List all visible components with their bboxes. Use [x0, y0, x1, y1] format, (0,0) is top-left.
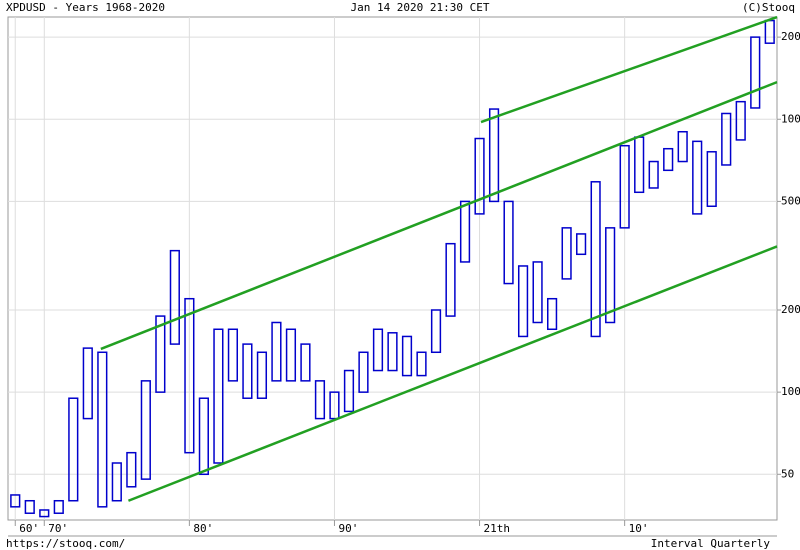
- price-range: [488, 108, 500, 203]
- price-range: [619, 144, 630, 229]
- price-range: [401, 335, 413, 377]
- plot-frame: [7, 16, 778, 521]
- price-range: [343, 369, 355, 413]
- price-range: [474, 137, 485, 215]
- price-range: [561, 227, 572, 280]
- source: (C)Stooq: [742, 1, 795, 14]
- y-tick-label: 100: [781, 385, 800, 398]
- price-range: [24, 499, 35, 514]
- x-tick-label: 10': [629, 522, 649, 535]
- price-range: [416, 351, 427, 377]
- footer-left: https://stooq.com/: [6, 537, 125, 550]
- price-range: [53, 499, 64, 514]
- price-range: [82, 347, 93, 420]
- price-range: [111, 462, 122, 502]
- price-range: [10, 494, 21, 508]
- chart-title: XPDUSD - Years 1968-2020: [6, 1, 165, 14]
- price-range: [372, 328, 384, 372]
- price-range: [358, 351, 369, 393]
- y-tick-label: 1000: [781, 112, 800, 125]
- price-range: [256, 351, 268, 399]
- price-range: [750, 36, 761, 109]
- price-range: [663, 147, 674, 172]
- trend-line: [127, 245, 778, 502]
- price-range: [68, 397, 79, 502]
- price-range: [155, 315, 166, 393]
- price-range: [169, 249, 180, 345]
- price-range: [430, 309, 442, 354]
- x-tick-label: 21th: [484, 522, 511, 535]
- price-range: [242, 343, 253, 399]
- price-range: [503, 200, 514, 285]
- price-range: [300, 343, 311, 382]
- price-range: [721, 112, 732, 166]
- price-range: [227, 328, 238, 382]
- trend-line: [100, 80, 778, 351]
- x-tick-label: 90': [338, 522, 358, 535]
- price-range: [532, 261, 543, 324]
- x-tick-label: 80': [193, 522, 213, 535]
- chart-subtitle: Jan 14 2020 21:30 CET: [350, 1, 489, 14]
- price-range: [285, 328, 297, 382]
- price-range: [706, 151, 717, 207]
- y-tick-label: 200: [781, 303, 800, 316]
- price-range: [692, 140, 703, 215]
- price-range: [213, 328, 224, 464]
- trend-line: [480, 15, 778, 124]
- price-range: [590, 181, 601, 338]
- price-range: [445, 242, 456, 317]
- price-range: [329, 391, 340, 420]
- price-range: [576, 233, 587, 256]
- price-range: [648, 160, 659, 189]
- price-range: [184, 297, 195, 454]
- price-range: [39, 509, 50, 518]
- price-range: [605, 227, 616, 324]
- x-tick-label: 70': [48, 522, 68, 535]
- price-range: [140, 380, 151, 480]
- price-range: [271, 321, 282, 382]
- price-range: [547, 297, 558, 331]
- x-tick-label: 60': [19, 522, 39, 535]
- price-range: [387, 332, 398, 372]
- price-range: [314, 380, 326, 420]
- price-range: [677, 130, 688, 163]
- price-range: [126, 451, 137, 488]
- footer-right: Interval Quarterly: [651, 537, 771, 550]
- y-tick-label: 2000: [781, 30, 800, 43]
- price-range: [198, 397, 209, 476]
- price-range: [459, 200, 471, 263]
- price-range: [735, 100, 746, 141]
- price-range: [517, 265, 529, 338]
- y-tick-label: 500: [781, 194, 800, 207]
- y-tick-label: 50: [781, 467, 794, 480]
- price-range: [97, 351, 108, 508]
